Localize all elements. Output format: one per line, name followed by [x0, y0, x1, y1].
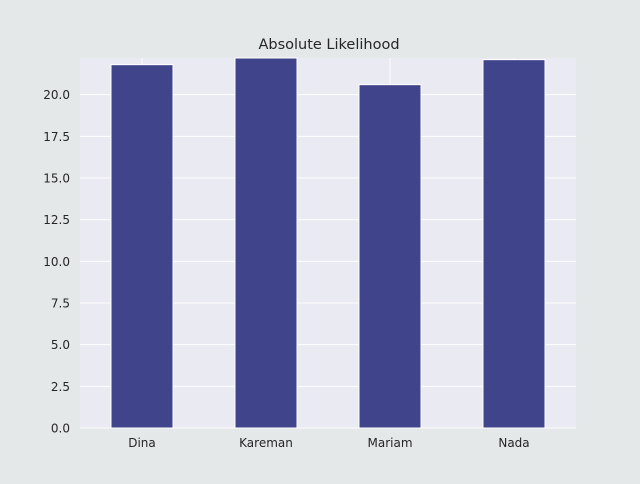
y-tick-label: 2.5: [51, 380, 70, 394]
bar-nada: [482, 59, 546, 429]
bar-kareman: [234, 57, 298, 429]
x-tick-label: Dina: [128, 436, 156, 450]
y-tick-label: 12.5: [43, 213, 70, 227]
x-tick-label: Nada: [498, 436, 529, 450]
y-tick-label: 10.0: [43, 255, 70, 269]
x-tick-label: Mariam: [367, 436, 412, 450]
chart-title: Absolute Likelihood: [258, 37, 399, 53]
y-tick-label: 0.0: [51, 422, 70, 436]
bar-dina: [110, 64, 174, 429]
bar-mariam: [358, 84, 422, 429]
y-tick-label: 17.5: [43, 130, 70, 144]
x-tick-label: Kareman: [239, 436, 293, 450]
bars: [110, 57, 546, 429]
y-tick-label: 5.0: [51, 338, 70, 352]
x-axis-ticks: Dina Kareman Mariam Nada: [128, 436, 529, 450]
y-tick-label: 15.0: [43, 172, 70, 186]
y-axis-ticks: 0.0 2.5 5.0 7.5 10.0 12.5 15.0 17.5 20.0: [43, 88, 70, 435]
y-tick-label: 7.5: [51, 297, 70, 311]
y-tick-label: 20.0: [43, 88, 70, 102]
